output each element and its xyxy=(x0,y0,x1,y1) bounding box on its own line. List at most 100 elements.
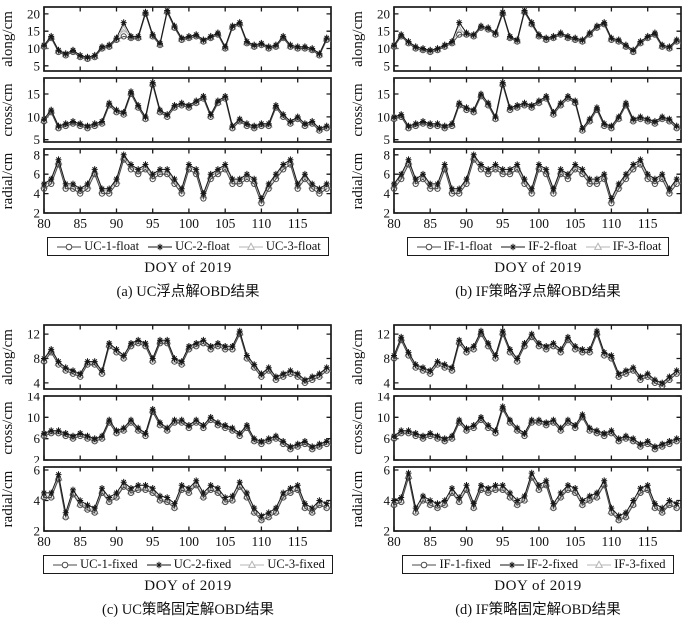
x-tick-label: 105 xyxy=(215,534,236,549)
series-line-UC-3-fixed xyxy=(44,475,327,520)
y-tick-label: 12 xyxy=(377,327,390,342)
series-line-IF-2-float xyxy=(393,9,678,51)
chart-a-along: 5 10 15 20 along/cm xyxy=(0,6,332,73)
series-markers-IF-2-float xyxy=(391,79,680,132)
legend-item-UC-1-float: UC-1-float xyxy=(55,239,139,254)
series-line-UC-1-float xyxy=(43,158,327,205)
x-tick-label: 95 xyxy=(496,216,510,231)
y-tick-label: 15 xyxy=(27,87,40,102)
x-tick-label: 80 xyxy=(37,534,51,549)
legend-item-IF-2-fixed: IF-2-fixed xyxy=(498,557,578,572)
series-line-IF-1-float xyxy=(393,84,678,132)
panel-c: 4 8 12 along/cm 2 6 10 14 cross/cm 2 4 6 radial/cm 80… xyxy=(0,318,350,637)
legend-label: IF-3-float xyxy=(612,239,662,253)
x-tick-label: 85 xyxy=(423,534,437,549)
series-markers-IF-1-fixed xyxy=(390,406,680,453)
panel-d: 4 8 12 along/cm 2 6 10 14 cross/cm 2 4 6 radial/cm 80… xyxy=(350,318,700,637)
y-tick-label: 6 xyxy=(384,431,391,446)
x-tick-label: 115 xyxy=(288,216,308,231)
series-markers-UC-2-fixed xyxy=(41,327,330,384)
y-axis-label-along: along/cm xyxy=(350,11,366,67)
series-markers-UC-1-fixed xyxy=(40,476,330,524)
series-line-UC-1-fixed xyxy=(43,332,328,384)
series-line-UC-2-fixed xyxy=(44,472,327,517)
x-tick-label: 90 xyxy=(460,216,474,231)
series-line-UC-2-fixed xyxy=(43,408,327,448)
y-tick-label: 12 xyxy=(27,327,40,342)
series-line-UC-2-float xyxy=(43,153,327,200)
series-markers-IF-2-float xyxy=(391,151,680,202)
x-tick-label: 105 xyxy=(215,216,236,231)
chart-b-radial: 2 4 6 8 radial/cm 80 85 90 95 100 105 110 115 xyxy=(350,147,682,231)
y-axis-label-cross: cross/cm xyxy=(350,401,366,455)
x-tick-label: 105 xyxy=(565,216,586,231)
series-markers-IF-3-fixed xyxy=(389,402,681,451)
legend-marker-circle xyxy=(416,243,441,250)
panel-a-caption: (a) UC浮点解OBD结果 xyxy=(116,284,260,300)
y-tick-label: 15 xyxy=(377,87,390,102)
chart-b-cross: 5 10 15 cross/cm xyxy=(350,77,682,145)
y-axis-label-along: along/cm xyxy=(350,329,366,385)
x-tick-label: 115 xyxy=(638,216,658,231)
series-line-IF-2-fixed xyxy=(393,471,677,517)
series-markers-UC-1-fixed xyxy=(40,331,330,387)
y-tick-label: 6 xyxy=(34,431,41,446)
legend-label: UC-1-float xyxy=(84,239,140,253)
legend-label: UC-3-fixed xyxy=(267,557,325,571)
y-tick-label: 8 xyxy=(34,147,41,162)
series-markers-IF-2-fixed xyxy=(391,327,680,387)
legend-marker-asterisk xyxy=(499,561,524,568)
x-tick-label: 90 xyxy=(460,534,474,549)
y-axis-label-cross: cross/cm xyxy=(0,401,16,455)
legend-marker-circle xyxy=(412,561,437,568)
legend-marker-asterisk xyxy=(148,243,173,250)
legend-label: IF-2-float xyxy=(528,239,577,253)
panel-c-caption: (c) UC策略固定解OBD结果 xyxy=(102,602,274,618)
series-line-UC-2-fixed xyxy=(43,329,328,381)
x-tick-label: 95 xyxy=(146,216,160,231)
y-tick-label: 6 xyxy=(34,464,41,478)
y-tick-label: 10 xyxy=(377,410,390,425)
legend-box: UC-1-float UC-2-float UC-3-float xyxy=(47,237,329,256)
chart-c-radial: 2 4 6 radial/cm 80 85 90 95 100 105 110 115 xyxy=(0,464,332,549)
series-markers-IF-1-float xyxy=(390,81,680,134)
x-tick-label: 90 xyxy=(110,216,124,231)
x-tick-label: 110 xyxy=(252,534,272,549)
x-tick-label: 100 xyxy=(529,534,550,549)
y-tick-label: 2 xyxy=(384,453,391,464)
y-tick-label: 20 xyxy=(27,6,40,21)
legend-box: IF-1-float IF-2-float IF-3-float xyxy=(406,237,670,256)
series-markers-UC-3-float xyxy=(39,6,331,61)
series-line-IF-2-float xyxy=(393,153,678,200)
panel-a-charts: 5 10 15 20 along/cm 5 10 15 cross/cm 2 4 6 8 radial/c… xyxy=(0,4,350,234)
x-tick-label: 100 xyxy=(529,216,550,231)
y-tick-label: 4 xyxy=(384,375,391,390)
legend-item-UC-2-float: UC-2-float xyxy=(146,239,230,254)
legend-marker-triangle xyxy=(587,559,612,568)
legend-label: UC-3-float xyxy=(265,239,321,253)
axis-ticks xyxy=(43,395,331,461)
axis-ticks xyxy=(43,467,331,532)
legend-label: UC-1-fixed xyxy=(80,557,138,571)
panel-b-legend: IF-1-float IF-2-float IF-3-float xyxy=(350,237,700,256)
panel-b-charts: 5 10 15 20 along/cm 5 10 15 cross/cm 2 4 6 8 radial/c… xyxy=(350,4,700,234)
y-tick-label: 2 xyxy=(384,206,391,221)
axis-ticks xyxy=(393,325,681,389)
y-axis-label-along: along/cm xyxy=(0,11,16,67)
axis-ticks xyxy=(393,149,681,214)
y-tick-label: 6 xyxy=(384,464,391,478)
series-markers-UC-3-fixed xyxy=(39,472,331,522)
x-tick-label: 80 xyxy=(387,534,401,549)
legend-marker-asterisk xyxy=(146,561,171,568)
chart-d-along: 4 8 12 along/cm xyxy=(350,324,682,390)
chart-d-radial: 2 4 6 radial/cm 80 85 90 95 100 105 110 115 xyxy=(350,464,682,549)
series-line-IF-3-fixed xyxy=(393,330,678,385)
legend-item-IF-3-fixed: IF-3-fixed xyxy=(585,557,666,572)
y-tick-label: 15 xyxy=(27,24,40,39)
y-tick-label: 4 xyxy=(34,375,41,390)
legend-label: IF-1-float xyxy=(443,239,493,253)
panel-d-legend: IF-1-fixed IF-2-fixed IF-3-fixed xyxy=(350,555,700,574)
plot-box xyxy=(43,77,332,143)
legend-item-UC-3-fixed: UC-3-fixed xyxy=(238,557,325,572)
